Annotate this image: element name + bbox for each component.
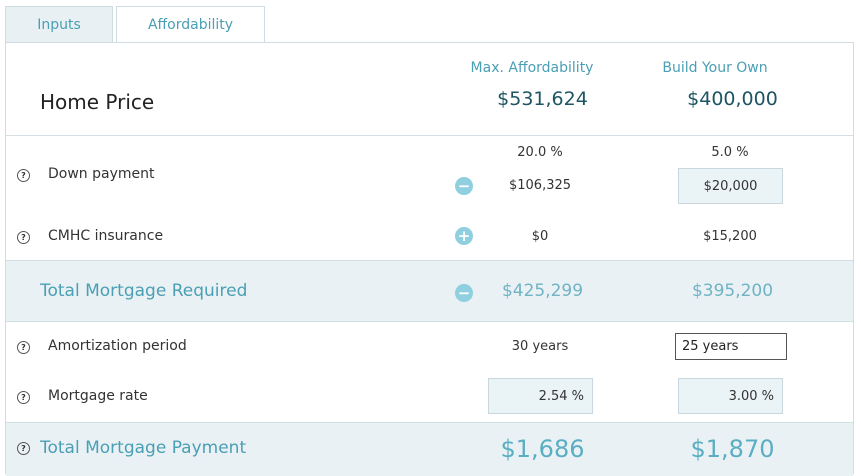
tab-bar: Inputs Affordability xyxy=(0,0,861,43)
max-cmhc-insurance: $0 xyxy=(531,229,549,244)
max-mortgage-rate-field[interactable]: 2.54 % xyxy=(488,378,593,414)
down-payment-label: Down payment xyxy=(48,166,155,182)
build-your-own-heading: Build Your Own xyxy=(662,60,768,76)
max-affordability-heading: Max. Affordability xyxy=(470,60,594,76)
custom-home-price: $400,000 xyxy=(687,88,778,110)
mortgage-rate-field[interactable]: 3.00 % xyxy=(678,378,783,414)
help-icon[interactable]: ? xyxy=(17,169,30,182)
max-down-payment-percent: 20.0 % xyxy=(517,145,563,160)
custom-down-payment-percent: 5.0 % xyxy=(711,145,749,160)
amortization-period-label: Amortization period xyxy=(48,338,187,354)
tab-inputs[interactable]: Inputs xyxy=(5,6,113,42)
custom-total-mortgage-required: $395,200 xyxy=(691,281,774,301)
tab-affordability[interactable]: Affordability xyxy=(116,6,265,43)
max-home-price: $531,624 xyxy=(497,88,588,110)
expand-plus-icon[interactable]: + xyxy=(455,227,473,245)
max-down-payment-amount: $106,325 xyxy=(508,178,572,193)
custom-cmhc-insurance: $15,200 xyxy=(703,229,757,244)
help-icon[interactable]: ? xyxy=(17,231,30,244)
help-icon[interactable]: ? xyxy=(17,391,30,404)
total-mortgage-payment-row xyxy=(6,422,853,476)
max-amortization-period: 30 years xyxy=(511,339,569,354)
collapse-minus-icon[interactable]: − xyxy=(455,284,473,302)
max-total-mortgage-required: $425,299 xyxy=(501,281,584,301)
total-mortgage-required-label: Total Mortgage Required xyxy=(40,281,248,301)
help-icon[interactable]: ? xyxy=(17,341,30,354)
custom-total-mortgage-payment: $1,870 xyxy=(690,435,775,463)
amortization-period-select[interactable]: 25 years xyxy=(675,333,787,360)
down-payment-field[interactable]: $20,000 xyxy=(678,168,783,204)
mortgage-rate-label: Mortgage rate xyxy=(48,388,148,404)
total-mortgage-required-row xyxy=(6,260,853,322)
help-icon[interactable]: ? xyxy=(17,442,30,455)
collapse-minus-icon[interactable]: − xyxy=(455,177,473,195)
home-price-label: Home Price xyxy=(40,90,155,114)
max-total-mortgage-payment: $1,686 xyxy=(500,435,585,463)
total-mortgage-payment-label: Total Mortgage Payment xyxy=(40,438,247,458)
divider xyxy=(5,135,854,136)
cmhc-insurance-label: CMHC insurance xyxy=(48,228,164,244)
